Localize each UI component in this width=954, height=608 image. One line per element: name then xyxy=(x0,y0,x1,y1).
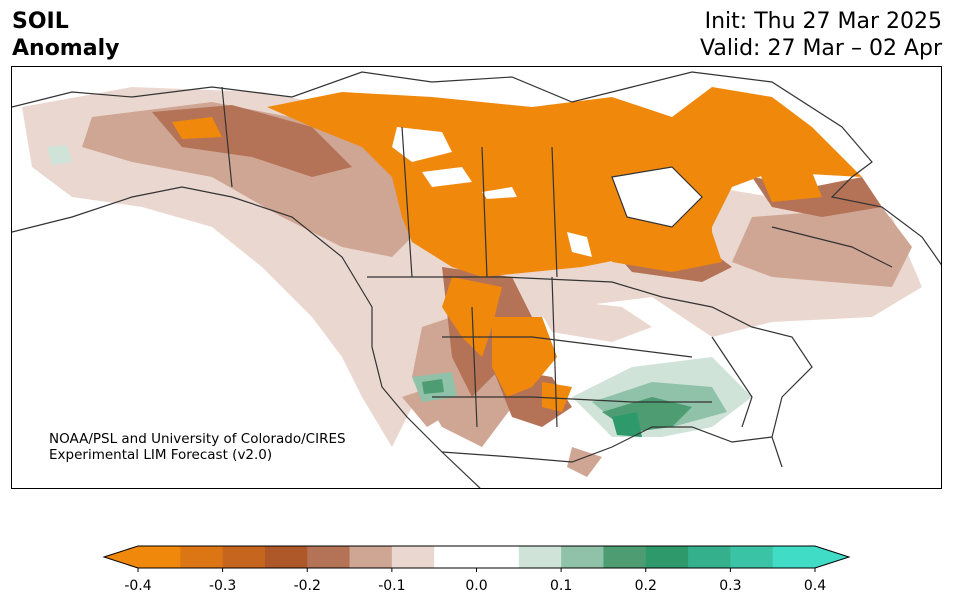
colorbar-tick-label: 0.3 xyxy=(719,578,742,594)
colorbar-segment xyxy=(603,546,647,568)
colorbar-right-arrow xyxy=(815,546,849,568)
colorbar-segment xyxy=(645,546,689,568)
title-line-1: SOIL xyxy=(12,9,69,34)
colorbar-segment xyxy=(138,546,181,568)
colorbar-tick-label: 0.2 xyxy=(634,578,657,594)
forecast-dates: Init: Thu 27 Mar 2025 Valid: 27 Mar – 02… xyxy=(700,8,942,62)
colorbar-segment xyxy=(434,546,477,568)
colorbar-segment xyxy=(561,546,604,568)
title-line-2: Anomaly xyxy=(12,36,120,61)
colorbar-tick-label: -0.3 xyxy=(208,578,237,594)
colorbar-tick-label: 0.0 xyxy=(465,578,488,594)
colorbar-tick-label: 0.1 xyxy=(549,578,573,594)
colorbar-segment xyxy=(518,546,562,568)
colorbar-segment xyxy=(307,546,351,568)
colorbar-segment xyxy=(222,546,266,568)
credit-line-1: NOAA/PSL and University of Colorado/CIRE… xyxy=(49,431,346,447)
colorbar-tick-label: 0.4 xyxy=(803,578,827,594)
colorbar-segment xyxy=(264,546,308,568)
colorbar-segment xyxy=(772,546,816,568)
colorbar-segment xyxy=(476,546,520,568)
colorbar-segment xyxy=(730,546,774,568)
map-title: SOIL Anomaly xyxy=(12,8,119,62)
colorbar-segment xyxy=(391,546,435,568)
anomaly-map xyxy=(11,66,942,489)
white-gaps xyxy=(392,127,702,257)
credit-line-2: Experimental LIM Forecast (v2.0) xyxy=(49,447,273,463)
coastlines-and-borders xyxy=(12,71,941,488)
colorbar-segment xyxy=(688,546,731,568)
colorbar-left-arrow xyxy=(104,546,138,568)
colorbar-segment xyxy=(180,546,224,568)
map-canvas xyxy=(12,71,941,488)
valid-range: Valid: 27 Mar – 02 Apr xyxy=(700,36,942,61)
init-date: Init: Thu 27 Mar 2025 xyxy=(704,9,942,34)
credit-text: NOAA/PSL and University of Colorado/CIRE… xyxy=(49,431,346,463)
colorbar-tick-label: -0.1 xyxy=(378,578,406,594)
colorbar-tick-label: -0.2 xyxy=(293,578,321,594)
colorbar-tick-label: -0.4 xyxy=(124,578,152,594)
colorbar-segment xyxy=(349,546,393,568)
anomaly-green xyxy=(47,145,752,437)
